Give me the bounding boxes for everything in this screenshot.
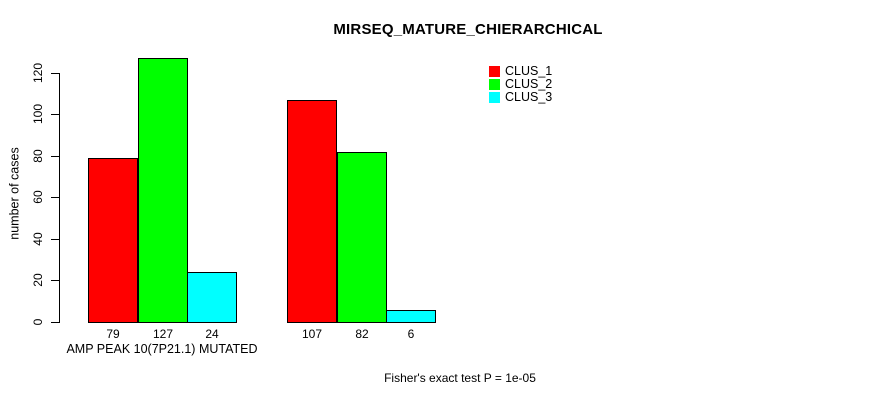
legend-item-clus_1: CLUS_1 [489,65,552,78]
bar-group2-clus_3 [386,310,436,323]
bar-group1-clus_3 [187,272,237,323]
bar-value-label: 6 [407,327,415,341]
y-axis-tick [51,239,59,240]
legend-item-clus_2: CLUS_2 [489,78,552,91]
legend-label: CLUS_3 [505,90,553,104]
bar-group1-clus_2 [138,58,188,323]
y-axis-tick [51,156,59,157]
y-axis-tick-label: 60 [31,190,45,204]
footnote: Fisher's exact test P = 1e-05 [384,371,536,385]
bar-value-label: 24 [205,327,219,341]
bar-value-label: 79 [106,327,120,341]
y-axis-tick-label: 0 [31,318,45,326]
y-axis-label: number of cases [7,147,22,240]
y-axis-tick [51,280,59,281]
y-axis-tick-label: 20 [31,273,45,287]
legend-swatch-clus_2 [489,79,500,90]
legend-item-clus_3: CLUS_3 [489,91,552,104]
bar-value-label: 82 [355,327,369,341]
legend-label: CLUS_2 [505,77,553,91]
y-axis-tick [51,73,59,74]
bar-value-label: 127 [152,327,174,341]
legend-swatch-clus_1 [489,66,500,77]
y-axis-tick [51,197,59,198]
bar-value-label: 107 [301,327,323,341]
legend-swatch-clus_3 [489,92,500,103]
bar-group2-clus_1 [287,100,337,323]
bar-group2-clus_2 [337,152,387,323]
y-axis-tick [51,114,59,115]
chart-title: MIRSEQ_MATURE_CHIERARCHICAL [333,21,603,38]
y-axis-tick-label: 100 [31,103,45,125]
y-axis-tick-label: 40 [31,232,45,246]
x-group-label: AMP PEAK 10(7P21.1) MUTATED [66,342,258,356]
legend-label: CLUS_1 [505,64,553,78]
y-axis-tick-label: 120 [31,62,45,84]
bar-group1-clus_1 [88,158,138,323]
y-axis-tick-label: 80 [31,149,45,163]
y-axis-line [59,73,60,323]
y-axis-tick [51,322,59,323]
